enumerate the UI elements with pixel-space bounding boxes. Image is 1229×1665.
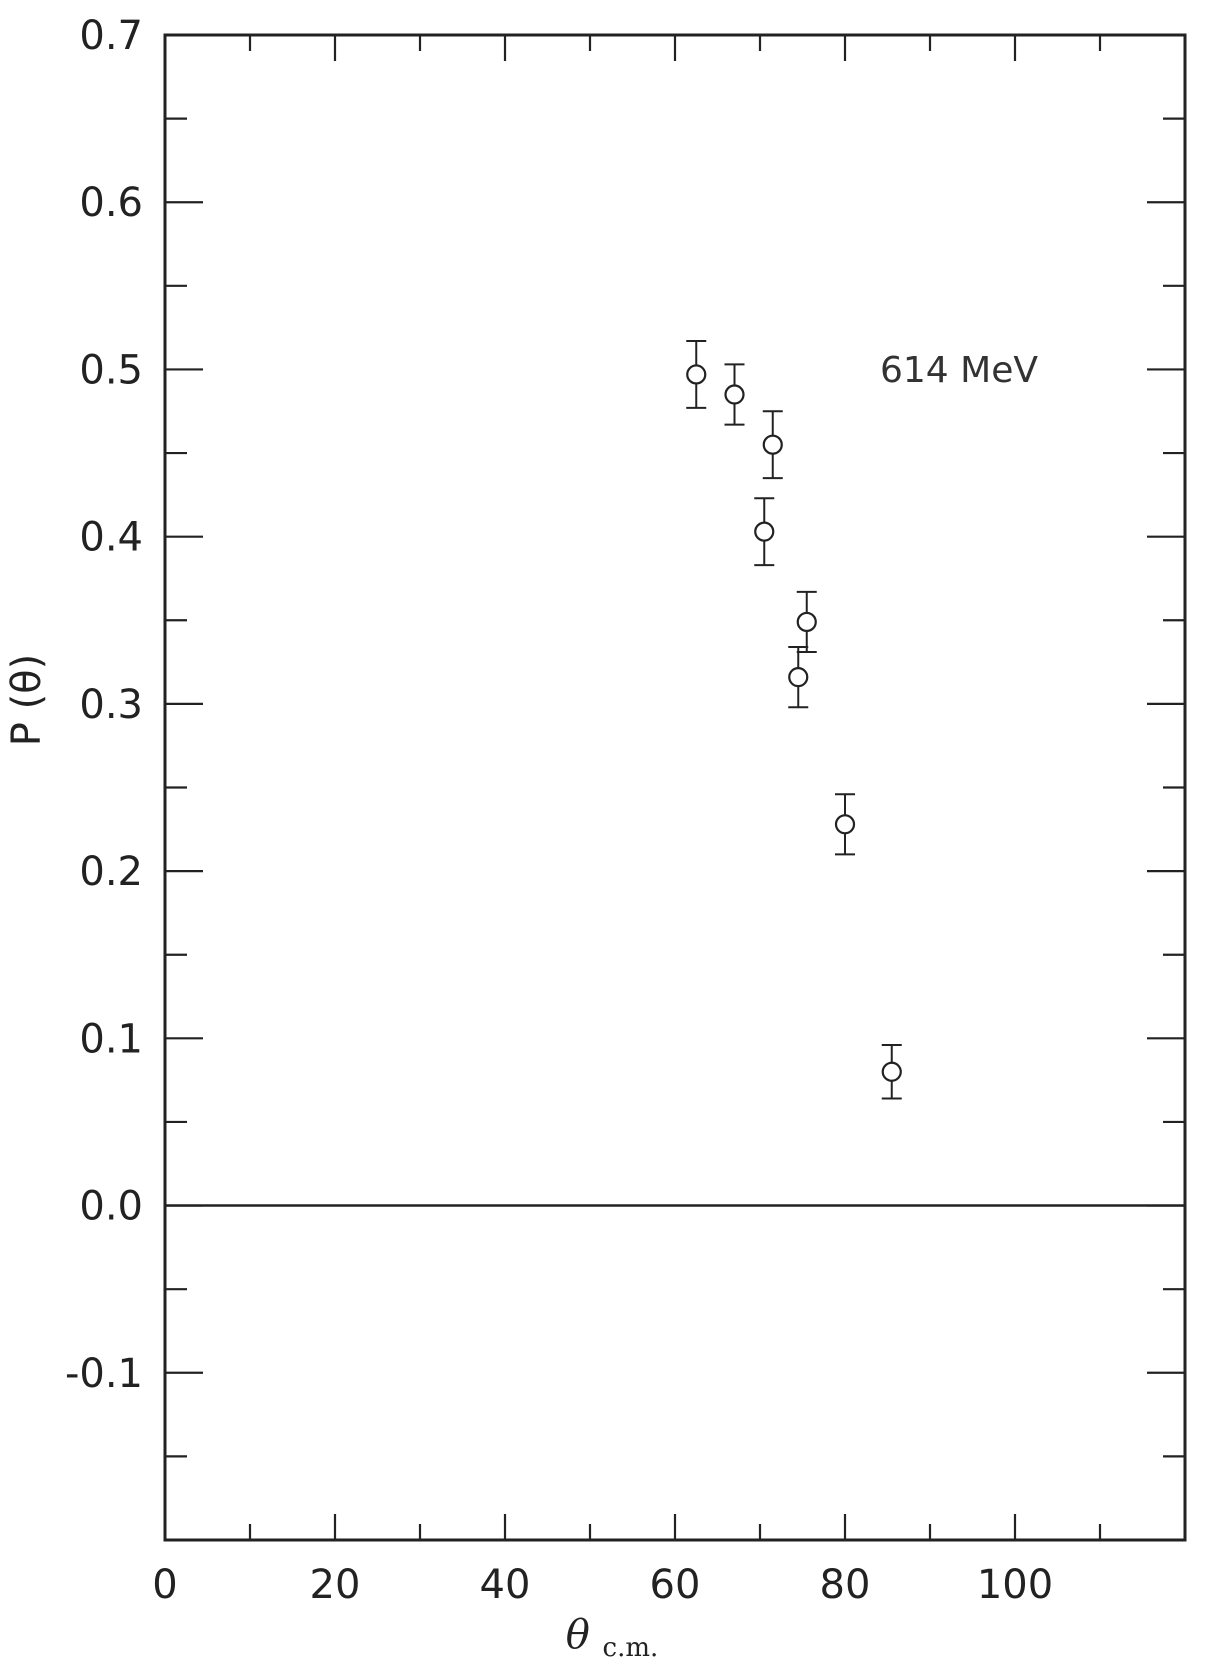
y-axis-tick-labels: 0.7 0.6 0.5 0.4 0.3 0.2 0.1 0.0 -0.1 xyxy=(65,13,143,1397)
data-point xyxy=(724,363,745,426)
x-tick-label: 100 xyxy=(977,1562,1053,1608)
data-point xyxy=(788,646,809,709)
y-tick-label: -0.1 xyxy=(65,1351,143,1397)
point-marker xyxy=(788,667,809,688)
x-axis-label-subscript: c.m. xyxy=(603,1633,659,1663)
y-tick-label: 0.6 xyxy=(79,180,143,226)
x-tick-label: 60 xyxy=(650,1562,701,1608)
y-tick-label: 0.3 xyxy=(79,682,143,728)
data-point xyxy=(686,340,707,409)
point-marker xyxy=(724,384,745,405)
x-axis-label-symbol: θ xyxy=(566,1612,590,1658)
data-point xyxy=(796,590,817,654)
data-points xyxy=(686,340,902,1100)
data-point xyxy=(834,793,856,856)
y-tick-label: 0.2 xyxy=(79,849,143,895)
point-marker xyxy=(686,364,707,385)
point-marker xyxy=(834,814,856,835)
point-marker xyxy=(881,1061,902,1082)
y-axis-ticks xyxy=(165,33,1185,1542)
data-point xyxy=(754,497,775,567)
data-point xyxy=(762,410,783,480)
x-axis-tick-labels: 0 20 40 60 80 100 xyxy=(152,1562,1053,1608)
x-tick-label: 40 xyxy=(480,1562,531,1608)
x-tick-label: 0 xyxy=(152,1562,177,1608)
y-tick-label: 0.5 xyxy=(79,347,143,393)
y-axis-label: P (θ) xyxy=(4,654,50,747)
y-tick-label: 0.4 xyxy=(79,515,143,561)
y-tick-label: 0.0 xyxy=(79,1184,143,1230)
energy-annotation: 614 MeV xyxy=(880,350,1038,391)
y-tick-label: 0.7 xyxy=(79,13,143,59)
x-tick-label: 20 xyxy=(310,1562,361,1608)
x-axis-ticks xyxy=(163,35,1187,1540)
plot-frame xyxy=(163,33,1187,1542)
data-point xyxy=(881,1044,902,1100)
x-tick-label: 80 xyxy=(820,1562,871,1608)
x-axis-label: θ c.m. xyxy=(566,1612,659,1663)
point-marker xyxy=(754,521,775,542)
point-marker xyxy=(796,611,817,633)
y-tick-label: 0.1 xyxy=(79,1016,143,1062)
point-marker xyxy=(762,434,783,455)
